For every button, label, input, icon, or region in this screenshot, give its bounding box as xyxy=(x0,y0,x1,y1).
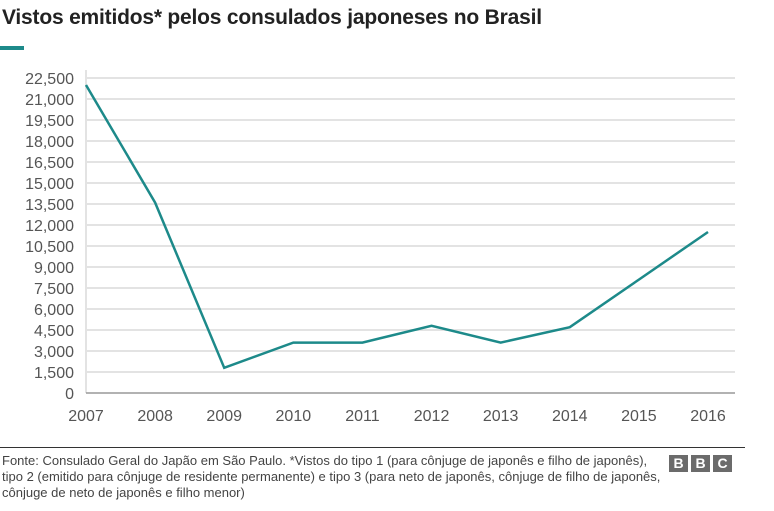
x-tick-label: 2016 xyxy=(690,408,726,425)
x-tick-label: 2007 xyxy=(68,408,104,425)
logo-letter: C xyxy=(713,455,732,472)
x-tick-label: 2009 xyxy=(206,408,242,425)
title-accent-bar xyxy=(0,46,24,50)
bbc-logo: B B C xyxy=(669,455,732,472)
x-tick-label: 2011 xyxy=(345,408,380,425)
y-tick-label: 1,500 xyxy=(34,365,74,382)
footer-divider xyxy=(0,447,745,448)
y-tick-label: 9,000 xyxy=(34,260,74,277)
y-tick-label: 12,000 xyxy=(25,218,74,235)
x-tick-label: 2008 xyxy=(137,408,173,425)
logo-letter: B xyxy=(691,455,710,472)
y-tick-label: 18,000 xyxy=(25,134,74,151)
line-chart: 0 1,500 3,000 4,500 6,000 7,500 9,000 10,500 12,… xyxy=(25,70,735,425)
chart-title: Vistos emitidos* pelos consulados japone… xyxy=(2,6,542,29)
series-line xyxy=(84,84,709,370)
x-tick-label: 2015 xyxy=(621,408,657,425)
y-tick-label: 10,500 xyxy=(25,239,74,256)
y-tick-label: 3,000 xyxy=(34,344,74,361)
x-tick-label: 2010 xyxy=(276,408,312,425)
y-axis-ticks: 0 1,500 3,000 4,500 6,000 7,500 9,000 10,500 12,… xyxy=(25,71,74,403)
y-tick-label: 13,500 xyxy=(25,197,74,214)
y-tick-label: 21,000 xyxy=(25,92,74,109)
logo-letter: B xyxy=(669,455,688,472)
x-tick-label: 2013 xyxy=(483,408,519,425)
x-axis-ticks: 2007 2008 2009 2010 2011 2012 2013 2014 2015 2016 xyxy=(68,408,726,425)
y-tick-label: 7,500 xyxy=(34,281,74,298)
gridlines xyxy=(85,70,735,394)
y-tick-label: 6,000 xyxy=(34,302,74,319)
y-tick-label: 22,500 xyxy=(25,71,74,88)
x-tick-label: 2014 xyxy=(552,408,588,425)
y-tick-label: 0 xyxy=(65,386,74,403)
y-tick-label: 15,000 xyxy=(25,176,74,193)
x-tick-label: 2012 xyxy=(414,408,450,425)
y-tick-label: 19,500 xyxy=(25,113,74,130)
y-tick-label: 4,500 xyxy=(34,323,74,340)
y-tick-label: 16,500 xyxy=(25,155,74,172)
series xyxy=(84,84,709,370)
source-note: Fonte: Consulado Geral do Japão em São P… xyxy=(2,453,661,500)
